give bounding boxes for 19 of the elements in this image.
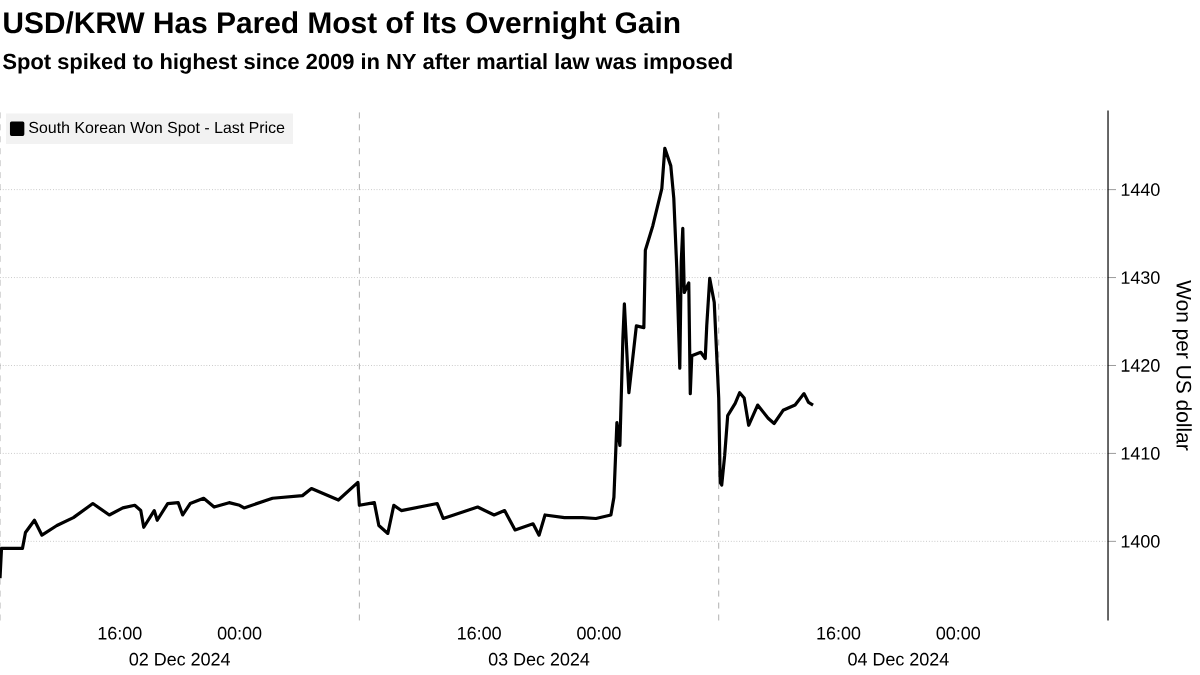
- y-tick-label: 1430: [1121, 271, 1160, 284]
- x-tick-label: 00:00: [936, 626, 981, 640]
- x-tick-label: 16:00: [817, 626, 861, 640]
- x-tick-label: 16:00: [458, 626, 501, 640]
- y-tick-label: 1410: [1121, 447, 1160, 460]
- legend-label: South Korean Won Spot - Last Price: [29, 121, 285, 137]
- x-tick-label: 16:00: [98, 626, 142, 640]
- text: 02 Dec 2024: [129, 652, 230, 666]
- y-tick-label: 1400: [1121, 534, 1160, 548]
- y-tick-label: 1420: [1121, 359, 1160, 372]
- y-tick-label: 1440: [1121, 183, 1160, 196]
- text: 03 Dec 2024: [488, 652, 590, 666]
- x-tick-label: 00:00: [577, 626, 621, 640]
- text: 04 Dec 2024: [848, 652, 949, 666]
- chart-title: USD/KRW Has Pared Most of Its Overnight Gain: [4, 11, 680, 40]
- x-tick-label: 00:00: [217, 626, 262, 640]
- line-series: [0, 146, 815, 580]
- chart-subtitle: Spot spiked to highest since 2009 in NY after martial law was imposed: [3, 53, 732, 74]
- y-axis-title: Won per US dollar: [1172, 280, 1192, 451]
